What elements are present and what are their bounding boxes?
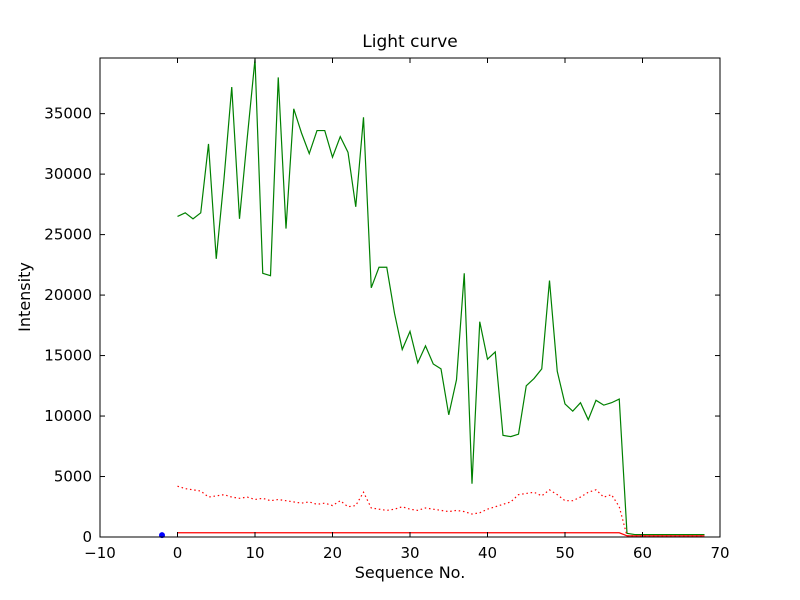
x-tick-label: 40 [478,544,497,562]
x-tick-label: 20 [323,544,342,562]
y-tick-label: 10000 [44,407,92,425]
x-tick-label: 50 [555,544,574,562]
y-tick-label: 20000 [44,286,92,304]
plot-ticks: −10 0 10 20 30 40 50 60 700500010000150002000025… [44,58,730,562]
y-tick-label: 5000 [54,468,92,486]
x-tick-label: 70 [710,544,729,562]
x-tick-label: 60 [633,544,652,562]
y-axis-label: Intensity [15,262,34,332]
y-tick-label: 35000 [44,105,92,123]
series-line-target-intensity [177,59,705,536]
x-tick-label: 10 [245,544,264,562]
x-tick-label: −10 [84,544,116,562]
x-tick-label: 0 [173,544,183,562]
y-tick-label: 15000 [44,347,92,365]
series-line-baseline-level [177,532,705,537]
y-tick-label: 0 [82,528,92,546]
chart-title: Light curve [362,32,457,52]
axes-frame [99,57,721,538]
y-tick-label: 30000 [44,165,92,183]
x-tick-label: 30 [400,544,419,562]
plot-background [100,58,720,537]
y-tick-label: 25000 [44,226,92,244]
x-axis-label: Sequence No. [355,563,466,582]
